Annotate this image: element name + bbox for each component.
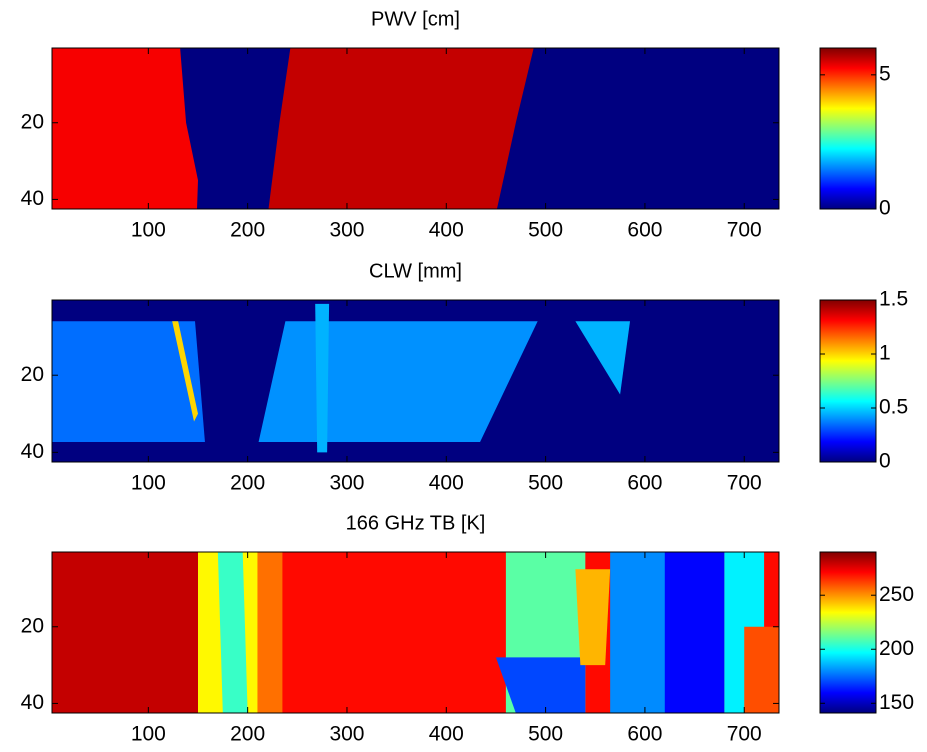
x-tick-label: 700: [727, 723, 762, 746]
heatmap-region: [52, 48, 198, 209]
heatmap: [52, 552, 779, 713]
x-tick-label: 600: [627, 723, 662, 746]
x-tick-label: 600: [627, 472, 662, 495]
colorbar: [819, 551, 877, 714]
x-tick-label: 500: [528, 472, 563, 495]
colorbar-tick-label: 5: [879, 62, 891, 85]
x-tick-label: 200: [230, 723, 265, 746]
x-tick-label: 400: [429, 723, 464, 746]
heatmap-region: [495, 657, 586, 713]
panel-title: PWV [cm]: [371, 8, 460, 30]
axes-frame: [51, 299, 780, 463]
colorbar: [819, 299, 877, 463]
heatmap-region: [217, 552, 248, 713]
colorbar-tick-label: 200: [879, 637, 914, 660]
x-tick-label: 400: [429, 219, 464, 242]
x-tick-label: 100: [131, 723, 166, 746]
heatmap-region: [268, 48, 534, 209]
heatmap-region: [257, 552, 283, 713]
colorbar: [819, 47, 877, 210]
x-tick-label: 700: [727, 219, 762, 242]
heatmap-region: [575, 569, 611, 666]
x-tick-label: 200: [230, 472, 265, 495]
x-tick-label: 200: [230, 219, 265, 242]
y-tick-label: 40: [21, 691, 44, 714]
x-tick-label: 500: [528, 219, 563, 242]
x-tick-label: 500: [528, 723, 563, 746]
x-tick-label: 300: [329, 219, 364, 242]
x-tick-label: 400: [429, 472, 464, 495]
heatmap-region: [664, 552, 725, 713]
axes-frame: [51, 47, 780, 210]
axes-frame: [51, 551, 780, 714]
heatmap-region: [172, 321, 198, 422]
panel-title: 166 GHz TB [K]: [346, 512, 486, 534]
x-tick-label: 300: [329, 472, 364, 495]
heatmap-region: [575, 321, 631, 395]
heatmap: [52, 48, 534, 209]
y-tick-label: 40: [21, 187, 44, 210]
colorbar-tick-label: 1: [879, 342, 891, 365]
colorbar-tick-label: 250: [879, 583, 914, 606]
colorbar-tick-label: 0: [879, 197, 891, 220]
colorbar-tick-label: 1.5: [879, 288, 908, 311]
x-tick-label: 100: [131, 219, 166, 242]
x-tick-label: 100: [131, 472, 166, 495]
colorbar-tick-label: 150: [879, 691, 914, 714]
y-tick-label: 40: [21, 440, 44, 463]
colorbar-tick-label: 0: [879, 450, 891, 473]
heatmap-region: [315, 303, 330, 453]
heatmap: [52, 303, 631, 453]
y-tick-label: 20: [21, 363, 44, 386]
heatmap-region: [744, 626, 779, 713]
colorbar-tick-label: 0.5: [879, 396, 908, 419]
panel-title: CLW [mm]: [369, 260, 462, 282]
y-tick-label: 20: [21, 110, 44, 133]
x-tick-label: 300: [329, 723, 364, 746]
heatmap-region: [52, 552, 198, 713]
heatmap-region: [52, 321, 205, 442]
x-tick-label: 700: [727, 472, 762, 495]
x-tick-label: 600: [627, 219, 662, 242]
y-tick-label: 20: [21, 614, 44, 637]
